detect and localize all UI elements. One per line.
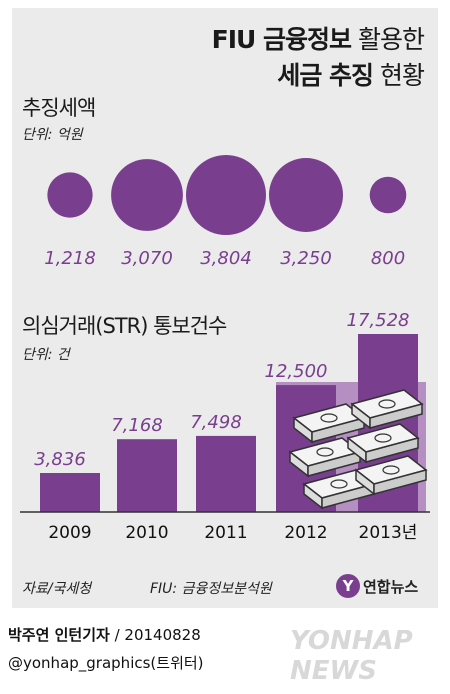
x-tick-label-2010: 2010 bbox=[125, 523, 168, 543]
bar-value-label-2011: 7,498 bbox=[190, 412, 242, 433]
x-tick-label-2009: 2009 bbox=[48, 523, 91, 543]
title-line-1: FIU 금융정보 활용한 bbox=[211, 25, 425, 54]
money-stack-5-seal bbox=[330, 479, 348, 489]
credit-line: 박주연 인턴기자 / 20140828 bbox=[8, 626, 201, 644]
bubble-value-label-2012: 3,250 bbox=[280, 248, 332, 269]
bar-section-title: 의심거래(STR) 통보건수 bbox=[22, 314, 227, 338]
watermark: YONHAP NEWS bbox=[290, 626, 413, 686]
bubble-2012 bbox=[269, 158, 343, 232]
money-stack-2-front bbox=[369, 403, 423, 429]
bubble-2011 bbox=[186, 155, 266, 235]
bar-value-label-2010: 7,168 bbox=[111, 415, 163, 436]
money-stack-2-seal bbox=[378, 399, 396, 409]
source-label: 자료/국세청 bbox=[22, 581, 92, 597]
bar-value-label-2013년: 17,528 bbox=[347, 310, 410, 331]
bar-unit-label: 단위: 건 bbox=[22, 347, 70, 363]
bubble-unit-label: 단위: 억원 bbox=[22, 127, 83, 143]
bar-2009 bbox=[40, 473, 100, 512]
money-stack-1-seal bbox=[320, 413, 338, 423]
bubble-2010 bbox=[111, 159, 183, 231]
credit-handle: @yonhap_graphics(트위터) bbox=[8, 654, 204, 672]
bubble-value-label-2010: 3,070 bbox=[121, 248, 173, 269]
yonhap-logo-text: 연합뉴스 bbox=[363, 577, 419, 596]
bubble-value-label-2013: 800 bbox=[371, 248, 405, 269]
bar-value-label-2009: 3,836 bbox=[34, 449, 86, 470]
bar-2010 bbox=[117, 439, 177, 512]
title-line-2: 세금 추징 현황 bbox=[277, 61, 425, 90]
bubble-2009 bbox=[47, 172, 93, 218]
fiu-note: FIU: 금융정보분석원 bbox=[150, 581, 272, 597]
x-tick-label-2013년: 2013년 bbox=[359, 523, 418, 543]
bubble-2013 bbox=[369, 176, 407, 214]
money-stack-6-front bbox=[373, 469, 427, 495]
yonhap-logo-icon: Y bbox=[336, 574, 360, 598]
bar-2011 bbox=[196, 435, 256, 512]
bubble-value-label-2011: 3,804 bbox=[200, 248, 252, 269]
money-stack-3-seal bbox=[316, 447, 334, 457]
bubble-section-title: 추징세액 bbox=[22, 96, 96, 120]
money-stack-3-front bbox=[307, 451, 361, 477]
bar-value-label-2012: 12,500 bbox=[265, 361, 328, 382]
money-stack-4-front bbox=[365, 437, 419, 463]
money-stack-4-seal bbox=[374, 433, 392, 443]
money-stack-6-seal bbox=[382, 465, 400, 475]
x-tick-label-2012: 2012 bbox=[284, 523, 327, 543]
money-stack-1-front bbox=[311, 417, 365, 443]
yonhap-logo: Y 연합뉴스 bbox=[336, 574, 418, 598]
bubble-value-label-2009: 1,218 bbox=[44, 248, 96, 269]
x-tick-label-2011: 2011 bbox=[204, 523, 247, 543]
